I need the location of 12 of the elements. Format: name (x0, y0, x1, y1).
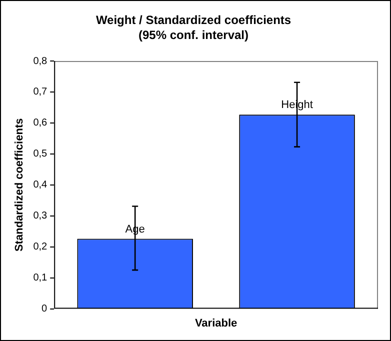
y-tick-label: 0,6 (33, 118, 48, 129)
y-tick-label: 0,3 (33, 210, 48, 222)
y-tick-label: 0,7 (33, 86, 48, 98)
y-tick-label: 0,5 (33, 148, 48, 160)
y-tick-label: 0 (42, 304, 48, 315)
chart-title: Weight / Standardized coefficients (95% conf. interval) (96, 12, 292, 42)
y-tick-label: 0,1 (33, 272, 48, 284)
x-axis-title: Variable (194, 317, 238, 330)
y-tick-label: 0,8 (33, 56, 48, 67)
y-tick-label: 0,4 (33, 180, 48, 191)
y-axis-title: Standardized coefficients (14, 118, 26, 252)
y-tick-label: 0,2 (33, 242, 48, 253)
